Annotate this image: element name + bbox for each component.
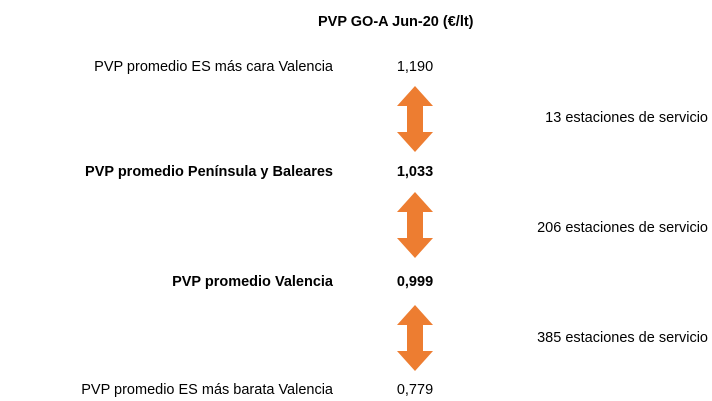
double-arrow — [397, 192, 433, 258]
gap-count: 206 estaciones de servicio — [537, 220, 708, 236]
gap-count: 13 estaciones de servicio — [545, 110, 708, 126]
row-label: PVP promedio ES más barata Valencia — [81, 382, 333, 398]
double-arrow — [397, 305, 433, 371]
row-label: PVP promedio Valencia — [172, 274, 333, 290]
gap-count: 385 estaciones de servicio — [537, 330, 708, 346]
row-value: 1,033 — [396, 164, 434, 180]
double-arrow — [397, 86, 433, 152]
row-value: 1,190 — [396, 59, 434, 75]
row-value: 0,999 — [396, 274, 434, 290]
row-label: PVP promedio ES más cara Valencia — [94, 59, 333, 75]
row-value: 0,779 — [396, 382, 434, 398]
row-label: PVP promedio Península y Baleares — [85, 164, 333, 180]
title: PVP GO-A Jun-20 (€/lt) — [318, 14, 474, 30]
